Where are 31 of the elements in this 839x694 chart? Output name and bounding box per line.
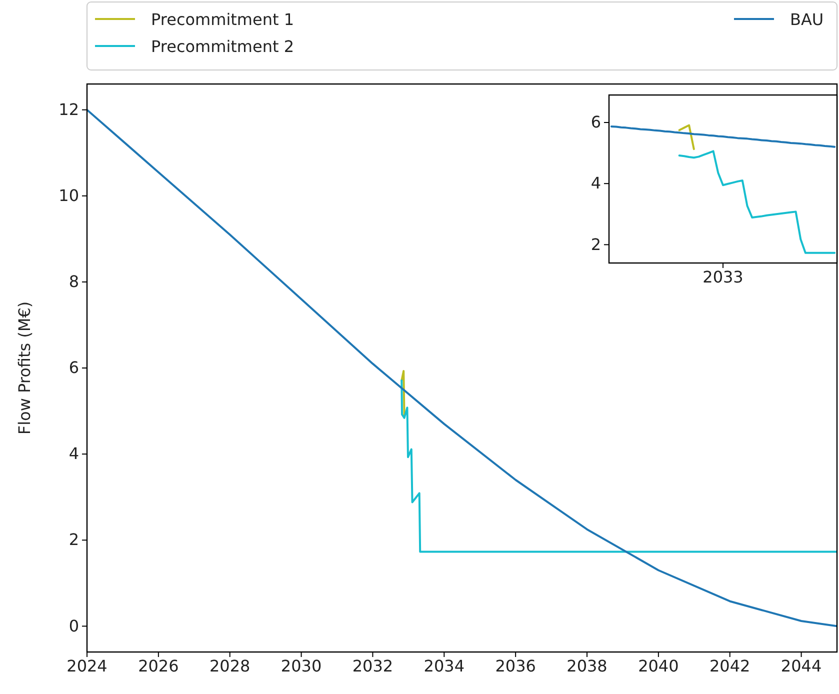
y-tick-label: 12 bbox=[58, 100, 79, 119]
x-tick-label: 2034 bbox=[424, 656, 464, 676]
x-tick-label: 2042 bbox=[710, 656, 750, 676]
legend-label: BAU bbox=[790, 10, 824, 29]
line-series bbox=[678, 150, 836, 254]
line-series bbox=[678, 124, 695, 150]
x-tick-label: 2032 bbox=[352, 656, 394, 676]
x-tick-label: 2026 bbox=[138, 656, 179, 676]
y-tick-label: 10 bbox=[58, 186, 79, 205]
y-tick-label: 6 bbox=[68, 358, 79, 378]
y-tick-label: 4 bbox=[68, 444, 79, 464]
x-tick-label: 2030 bbox=[280, 656, 322, 676]
x-tick-label: 2040 bbox=[638, 656, 679, 676]
y-tick-label: 2 bbox=[590, 234, 601, 254]
x-tick-label: 2036 bbox=[495, 656, 536, 676]
x-tick-label: 2044 bbox=[780, 656, 822, 676]
x-tick-label: 2038 bbox=[566, 656, 608, 676]
line-series bbox=[610, 125, 836, 148]
x-tick-label: 2033 bbox=[702, 267, 744, 286]
y-tick-label: 4 bbox=[590, 174, 601, 193]
y-tick-label: 2 bbox=[68, 530, 79, 550]
y-tick-label: 6 bbox=[590, 112, 601, 132]
legend-label: Precommitment 1 bbox=[151, 10, 294, 29]
y-axis-title: Flow Profits (M€) bbox=[15, 301, 34, 435]
line-series bbox=[87, 108, 837, 628]
x-tick-label: 2024 bbox=[66, 656, 108, 676]
legend-label: Precommitment 2 bbox=[151, 37, 294, 56]
y-tick-label: 8 bbox=[68, 272, 79, 292]
line-series bbox=[400, 379, 837, 553]
x-tick-label: 2028 bbox=[210, 656, 250, 676]
y-tick-label: 0 bbox=[68, 616, 79, 636]
